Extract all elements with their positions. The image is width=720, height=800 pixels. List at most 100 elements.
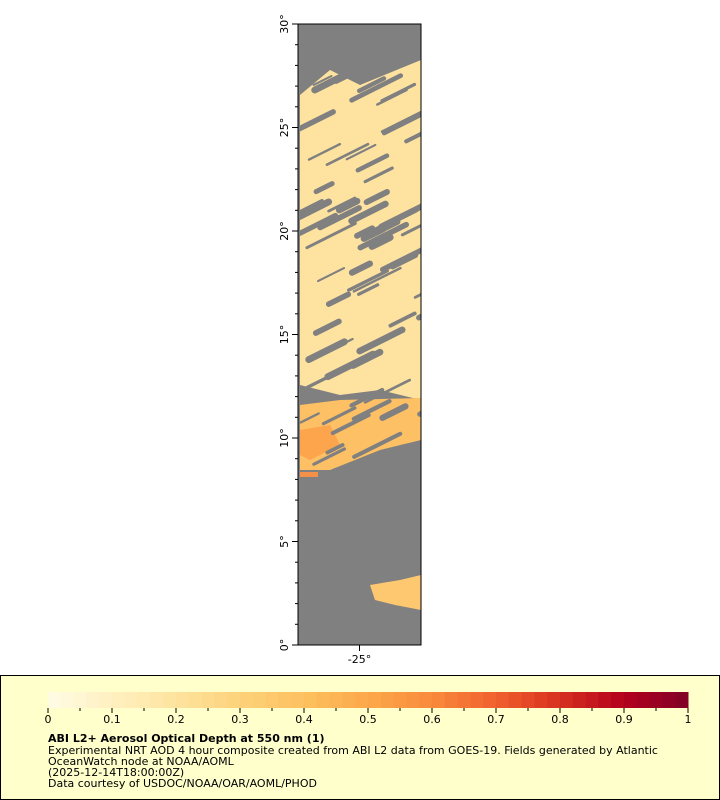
colorbar-tick-label: 0.9 <box>615 713 633 726</box>
cloud-gap <box>356 76 387 94</box>
cloud-gap <box>305 362 356 389</box>
cloud-gap <box>316 267 346 283</box>
cloud-gap <box>365 64 396 82</box>
y-tick-label: 15° <box>278 325 291 345</box>
cloud-gap <box>388 311 417 328</box>
colorbar-cell <box>457 692 471 708</box>
colorbar-cell <box>278 692 292 708</box>
cloud-gap <box>410 442 421 453</box>
colorbar-tick-label: 0 <box>45 713 52 726</box>
colorbar-cell <box>598 692 612 708</box>
cloud-gap <box>355 153 390 173</box>
x-tick-label: -25° <box>348 653 371 666</box>
colorbar-cell <box>419 692 433 708</box>
colorbar-cell <box>73 692 87 708</box>
colorbar-tick-label: 0.8 <box>551 713 569 726</box>
cloud-gap <box>335 197 361 214</box>
colorbar-cell <box>176 692 190 708</box>
colorbar-cell <box>508 692 523 708</box>
cloud-gap <box>352 431 403 459</box>
colorbar-cell <box>444 692 459 708</box>
colorbar-cell <box>521 692 535 708</box>
colorbar-cell <box>649 692 663 708</box>
colorbar-cell <box>291 692 305 708</box>
cloud-gap <box>299 412 320 424</box>
legend-title: ABI L2+ Aerosol Optical Depth at 550 nm … <box>48 732 325 745</box>
colorbar-cell <box>48 692 62 708</box>
cloud-gap <box>298 109 336 133</box>
cloud-gap <box>413 292 421 299</box>
colorbar-cell <box>163 692 177 708</box>
colorbar-cell <box>611 692 625 708</box>
cloud-gap <box>357 283 380 296</box>
cloud-gap <box>349 387 385 408</box>
cloud-gap <box>325 443 345 455</box>
y-tick-label: 20° <box>278 221 291 241</box>
cloud-gap <box>305 338 348 363</box>
cloud-gap <box>363 378 412 404</box>
legend-line: (2025-12-14T18:00:00Z) <box>48 766 184 779</box>
colorbar-cell <box>265 692 279 708</box>
cloud-gap <box>298 198 324 215</box>
colorbar-tick-label: 1 <box>685 713 692 726</box>
cloud-gap <box>416 313 421 321</box>
cloud-gap <box>400 224 421 237</box>
colorbar-cell <box>483 692 497 708</box>
colorbar-cell <box>137 692 151 708</box>
cloud-gap <box>376 88 408 106</box>
cloud-gap <box>346 269 389 292</box>
colorbar-cell <box>560 692 574 708</box>
cloud-gap <box>298 198 333 221</box>
y-tick-label: 25° <box>278 118 291 138</box>
cloud-gap <box>352 266 402 293</box>
colorbar-cell <box>342 692 356 708</box>
cloud-gap <box>389 252 419 270</box>
colorbar-cell <box>60 692 75 708</box>
colorbar-cell <box>316 692 331 708</box>
colorbar-cell <box>252 692 267 708</box>
cloud-gap <box>417 410 421 417</box>
aerosol-patch <box>300 60 421 400</box>
cloud-gap <box>325 142 370 167</box>
y-tick-label: 0° <box>278 639 291 652</box>
cloud-gap <box>349 73 404 103</box>
aerosol-patch <box>300 472 318 477</box>
cloud-gap <box>363 444 407 470</box>
cloud-gap <box>404 131 421 144</box>
colorbar-tick-label: 0.7 <box>487 713 505 726</box>
cloud-gap <box>356 326 406 355</box>
colorbar-tick-label: 0.3 <box>231 713 249 726</box>
cloud-gap <box>305 221 357 250</box>
cloud-gap <box>348 260 373 276</box>
cloud-gap <box>313 181 335 195</box>
colorbar-cell <box>227 692 241 708</box>
colorbar-cell <box>432 692 446 708</box>
cloud-gap <box>368 233 394 250</box>
cloud-gap <box>357 221 410 251</box>
cloud-gap <box>345 143 377 161</box>
colorbar-cell <box>124 692 139 708</box>
colorbar-tick-label: 0.6 <box>423 713 441 726</box>
colorbar-tick-label: 0.1 <box>103 713 121 726</box>
colorbar-cell <box>380 692 395 708</box>
cloud-gap <box>330 413 371 436</box>
colorbar-cell <box>636 692 651 708</box>
y-tick-label: 10° <box>278 428 291 448</box>
cloud-gap <box>307 142 342 161</box>
cloud-gap <box>380 82 417 103</box>
colorbar-cell <box>585 692 599 708</box>
cloud-gap <box>298 212 339 238</box>
legend-line: Experimental NRT AOD 4 hour composite cr… <box>48 744 658 757</box>
cloud-gap <box>378 203 421 230</box>
colorbar-cell <box>470 692 484 708</box>
cloud-gap <box>363 166 394 184</box>
colorbar-cell <box>240 692 254 708</box>
cloud-gap <box>349 348 384 369</box>
colorbar-cell <box>99 692 113 708</box>
cloud-gap <box>351 398 392 422</box>
colorbar-cell <box>201 692 215 708</box>
cloud-gap <box>379 403 409 421</box>
cloud-gap <box>424 185 454 200</box>
cloud-gap <box>312 447 347 466</box>
colorbar-cell <box>329 692 343 708</box>
